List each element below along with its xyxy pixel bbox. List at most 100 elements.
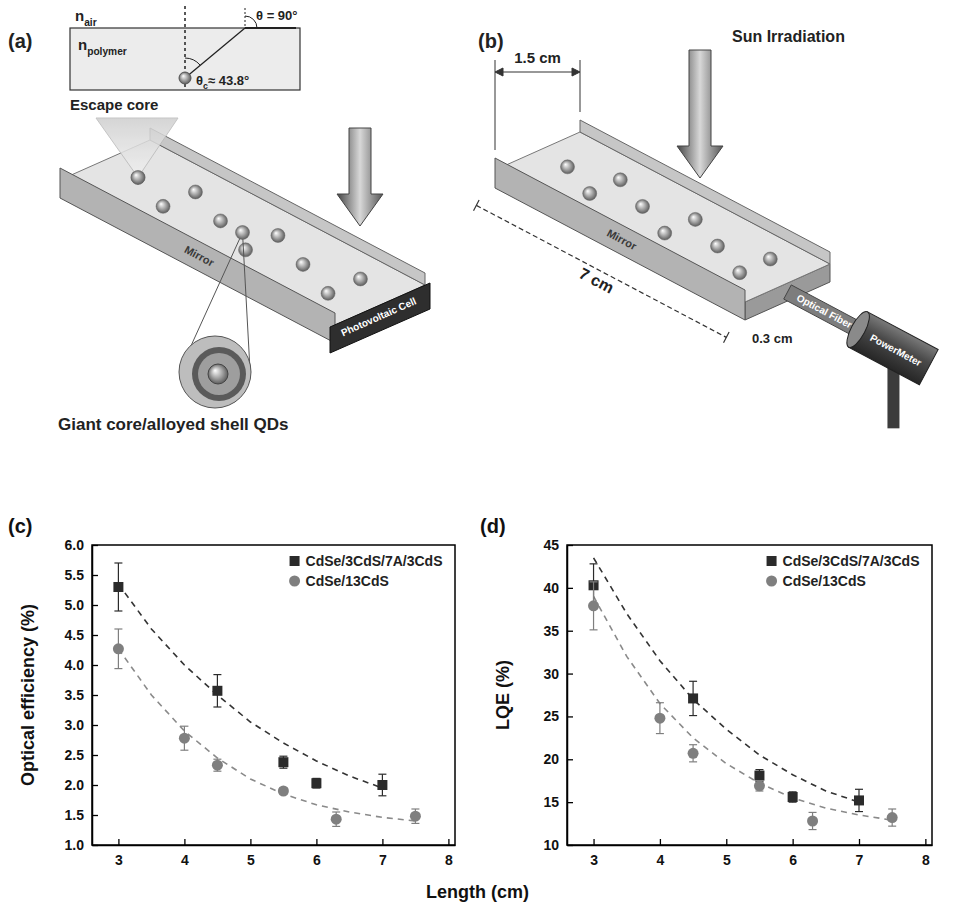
y-tick-label: 15 — [543, 794, 559, 810]
error-bar — [689, 681, 697, 715]
error-cap — [809, 812, 817, 813]
y-tick-mark — [92, 725, 98, 726]
panel-letter: (a) — [8, 30, 32, 52]
quantum-dot — [763, 252, 777, 266]
sun-label: Sun Irradiation — [732, 28, 845, 45]
irradiation-arrow — [677, 50, 723, 178]
x-tick-label: 4 — [181, 852, 189, 868]
x-axis-line — [568, 845, 933, 847]
qd-alloy — [192, 347, 246, 401]
x-tick: 3 — [115, 839, 123, 868]
y-tick-mark — [567, 673, 573, 674]
error-bar — [213, 675, 221, 707]
legend: CdSe/3CdS/7A/3CdSCdSe/13CdS — [766, 553, 919, 589]
power-meter: PowerMeter — [843, 309, 939, 385]
error-cap — [888, 808, 896, 809]
x-tick: 4 — [657, 839, 665, 868]
angle-label: θ = 90° — [256, 8, 298, 23]
x-tick: 6 — [313, 839, 321, 868]
emitter — [179, 72, 191, 84]
qd-label: Giant core/alloyed shell QDs — [58, 415, 289, 434]
y-tick: 45 — [543, 537, 573, 553]
data-point — [278, 757, 288, 767]
fit-line — [594, 596, 893, 820]
y-tick: 1.5 — [65, 807, 98, 823]
data-point — [854, 795, 864, 805]
quantum-dot — [583, 186, 597, 200]
legend-text: CdSe/13CdS — [783, 573, 866, 589]
qd-core — [208, 364, 228, 384]
error-cap — [809, 829, 817, 830]
y-tick: 1.0 — [65, 837, 98, 853]
x-tick-mark — [726, 839, 727, 845]
fit-line — [594, 558, 859, 802]
x-tick-label: 3 — [590, 852, 598, 868]
dimension-line — [495, 60, 496, 150]
x-tick-label: 7 — [856, 852, 864, 868]
legend-item: CdSe/3CdS/7A/3CdS — [290, 553, 443, 569]
error-cap — [656, 733, 664, 734]
quantum-dot — [636, 199, 650, 213]
meter-cap — [843, 309, 874, 351]
dimension-line — [476, 205, 726, 337]
y-tick-mark — [92, 845, 98, 846]
error-bar — [755, 770, 763, 782]
quantum-dot — [733, 266, 747, 280]
data-point — [331, 814, 342, 825]
y-tick: 2.0 — [65, 777, 98, 793]
y-tick-mark — [92, 665, 98, 666]
error-cap — [180, 726, 188, 727]
data-point — [377, 780, 387, 790]
y-tick-mark — [567, 588, 573, 589]
error-cap — [689, 744, 697, 745]
data-point — [807, 816, 818, 827]
y-tick-label: 35 — [543, 623, 559, 639]
error-cap — [378, 795, 386, 796]
quantum-dot — [296, 257, 310, 271]
y-tick-label: 5.5 — [65, 567, 85, 583]
legend-text: CdSe/3CdS/7A/3CdS — [306, 553, 443, 569]
dimension-label: 0.3 cm — [752, 331, 792, 346]
y-tick-label: 10 — [543, 837, 559, 853]
y-tick: 5.5 — [65, 567, 98, 583]
error-cap — [855, 811, 863, 812]
y-tick-mark — [567, 845, 573, 846]
error-cap — [888, 826, 896, 827]
dimension-line — [499, 71, 576, 72]
fiber-label: Optical Fiber — [795, 292, 854, 330]
x-tick: 8 — [922, 839, 930, 868]
y-tick: 4.5 — [65, 627, 98, 643]
text-part: θ — [196, 73, 203, 88]
text-part: n — [75, 7, 84, 24]
subscript: air — [84, 17, 96, 28]
subscript: polymer — [87, 46, 127, 57]
data-point — [212, 686, 222, 696]
error-cap — [855, 789, 863, 790]
escape-cone — [96, 118, 178, 177]
y-axis-title: Optical efficiency (%) — [18, 604, 38, 786]
error-cap — [213, 771, 221, 772]
legend-text: CdSe/13CdS — [306, 573, 389, 589]
quantum-dot — [561, 160, 575, 174]
y-tick: 20 — [543, 751, 573, 767]
qd-shell — [179, 336, 251, 408]
panel-letter: (b) — [478, 30, 504, 52]
dimension-arrow — [572, 68, 580, 76]
y-tick: 6.0 — [65, 537, 98, 553]
error-cap — [332, 826, 340, 827]
plot-area — [588, 558, 898, 830]
data-point — [754, 780, 765, 791]
error-cap — [114, 668, 122, 669]
mirror-label: Mirror — [183, 243, 217, 269]
data-point — [688, 748, 699, 759]
x-axis-title: Length (cm) — [426, 882, 529, 902]
error-cap — [279, 756, 287, 757]
x-tick: 5 — [723, 839, 731, 868]
plot-frame — [567, 545, 932, 845]
meter-label: PowerMeter — [868, 332, 923, 368]
x-tick-label: 8 — [445, 852, 453, 868]
error-cap — [411, 823, 419, 824]
y-tick-mark — [92, 815, 98, 816]
data-point — [688, 693, 698, 703]
quantum-dot — [271, 228, 285, 242]
